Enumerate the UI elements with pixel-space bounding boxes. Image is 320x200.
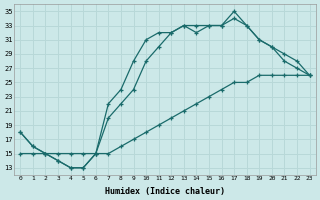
X-axis label: Humidex (Indice chaleur): Humidex (Indice chaleur) — [105, 187, 225, 196]
